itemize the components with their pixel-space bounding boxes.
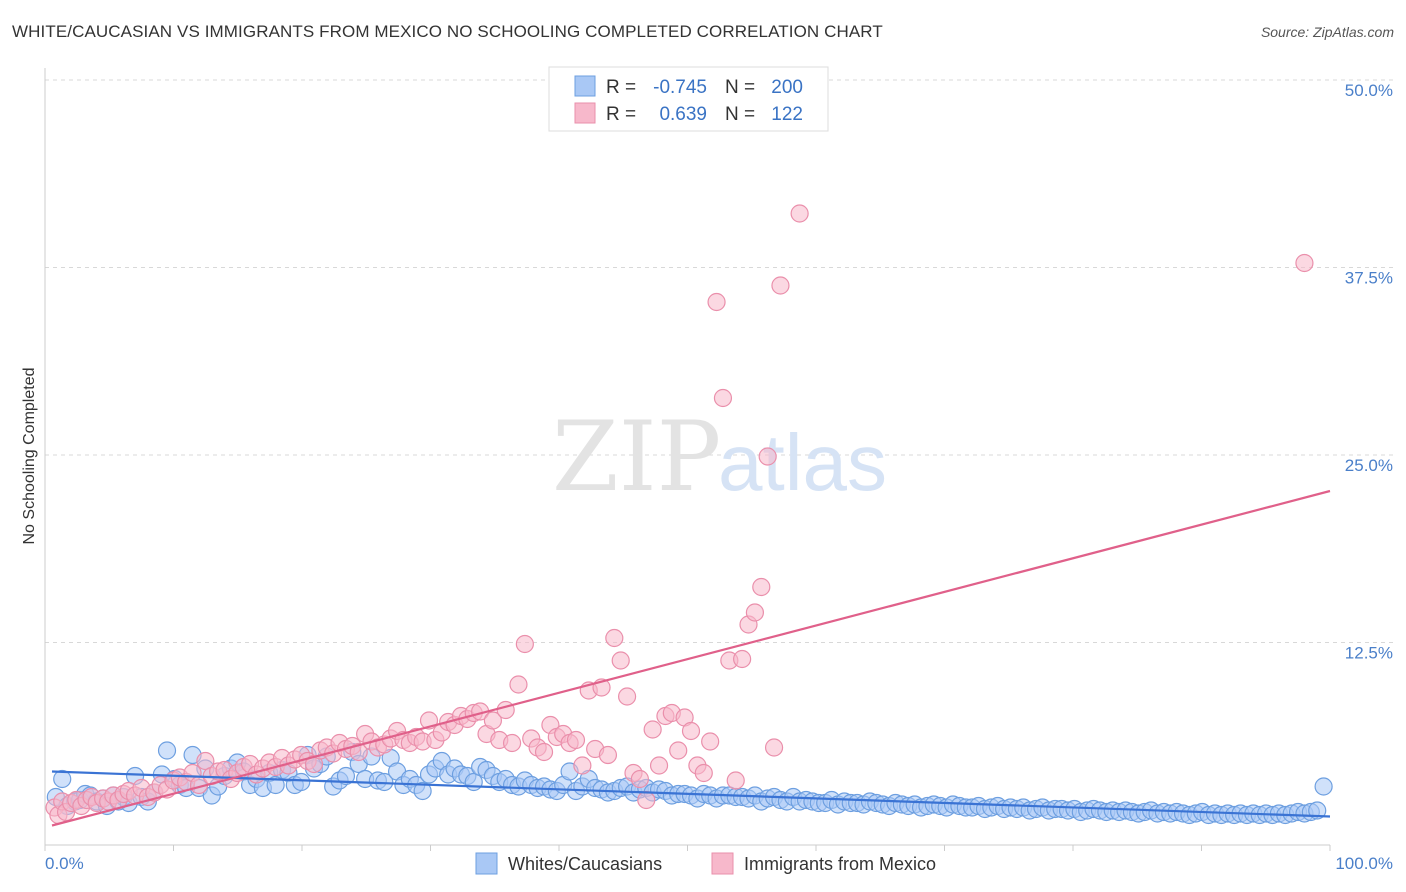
point-whites-19 xyxy=(157,741,177,760)
point-mexico-92 xyxy=(611,651,630,670)
series-legend-label-mexico: Immigrants from Mexico xyxy=(744,854,936,874)
series-mexico-points xyxy=(45,204,1314,825)
trendlines xyxy=(51,489,1331,827)
watermark-atlas: atlas xyxy=(718,418,887,507)
point-mexico-105 xyxy=(694,763,713,783)
point-mexico-108 xyxy=(713,388,733,408)
trendline-mexico xyxy=(51,489,1331,827)
point-whites-1 xyxy=(53,769,72,789)
series-legend-swatch-blue xyxy=(475,852,498,875)
point-mexico-75 xyxy=(502,733,522,753)
point-mexico-86 xyxy=(573,756,592,775)
y-tick-labels: 12.5% 25.0% 37.5% 50.0% xyxy=(1345,81,1393,663)
legend-r-label-2: R = xyxy=(606,104,636,125)
legend-n-value-2: 122 xyxy=(771,104,803,125)
point-mexico-101 xyxy=(669,741,688,760)
x-tick-labels: 0.0% 100.0% xyxy=(45,854,1393,873)
x-tick-label-min: 0.0% xyxy=(45,854,84,873)
point-mexico-27 xyxy=(196,751,215,771)
point-mexico-72 xyxy=(483,711,503,730)
legend-swatch-pink xyxy=(574,102,596,124)
point-mexico-114 xyxy=(752,577,771,597)
point-whites-200 xyxy=(1314,777,1333,796)
point-mexico-107 xyxy=(707,292,726,312)
point-mexico-77 xyxy=(515,634,534,654)
point-mexico-96 xyxy=(637,790,656,810)
series-legend-swatch-pink xyxy=(711,852,734,875)
point-mexico-111 xyxy=(733,649,752,669)
x-tick-label-max: 100.0% xyxy=(1335,854,1393,873)
legend-r-value-2: 0.639 xyxy=(659,104,707,125)
point-mexico-91 xyxy=(605,628,624,648)
point-whites-199 xyxy=(1308,801,1327,820)
gridlines xyxy=(45,79,1393,643)
point-mexico-113 xyxy=(745,603,765,622)
legend-r-value-1: -0.745 xyxy=(653,77,707,98)
watermark-zip: ZIP xyxy=(552,401,721,513)
point-whites-47 xyxy=(336,766,356,786)
y-tick-label-0: 12.5% xyxy=(1345,644,1393,663)
legend-n-label-2: N = xyxy=(725,104,755,125)
legend-n-value-1: 200 xyxy=(771,77,803,98)
point-mexico-103 xyxy=(681,721,701,741)
point-mexico-117 xyxy=(771,276,790,295)
point-mexico-116 xyxy=(764,738,784,757)
point-mexico-76 xyxy=(509,675,528,694)
legend-n-label-1: N = xyxy=(725,77,755,98)
y-tick-label-2: 37.5% xyxy=(1345,269,1393,288)
point-mexico-95 xyxy=(630,769,649,789)
point-mexico-98 xyxy=(649,756,669,775)
legend-r-label-1: R = xyxy=(606,77,636,98)
point-mexico-110 xyxy=(726,771,745,790)
series-legend-label-whites: Whites/Caucasians xyxy=(508,854,662,874)
point-mexico-51 xyxy=(349,742,368,762)
point-mexico-85 xyxy=(566,730,586,750)
point-whites-59 xyxy=(413,781,432,801)
point-mexico-74 xyxy=(496,700,515,720)
x-ticks xyxy=(44,845,1331,851)
point-mexico-119 xyxy=(1295,253,1314,273)
point-mexico-106 xyxy=(701,732,720,751)
series-legend: Whites/Caucasians Immigrants from Mexico xyxy=(475,852,936,875)
watermark: ZIP atlas xyxy=(552,401,887,513)
series-whites-points xyxy=(46,741,1333,825)
y-tick-label-3: 50.0% xyxy=(1345,81,1393,100)
point-mexico-115 xyxy=(758,447,777,466)
y-tick-label-1: 25.0% xyxy=(1345,456,1393,475)
point-mexico-90 xyxy=(598,745,618,765)
point-mexico-97 xyxy=(643,720,662,739)
trendline-whites xyxy=(51,770,1331,818)
stats-legend: R = -0.745 N = 200 R = 0.639 N = 122 xyxy=(548,66,829,132)
point-mexico-80 xyxy=(534,742,554,762)
legend-swatch-blue xyxy=(574,75,596,97)
point-whites-40 xyxy=(292,772,311,792)
y-axis-title: No Schooling Completed xyxy=(21,368,38,545)
chart-title: WHITE/CAUCASIAN VS IMMIGRANTS FROM MEXIC… xyxy=(12,22,883,41)
point-mexico-118 xyxy=(790,204,809,223)
chart-source: Source: ZipAtlas.com xyxy=(1260,24,1394,40)
point-whites-36 xyxy=(266,775,285,795)
point-mexico-93 xyxy=(617,687,637,706)
